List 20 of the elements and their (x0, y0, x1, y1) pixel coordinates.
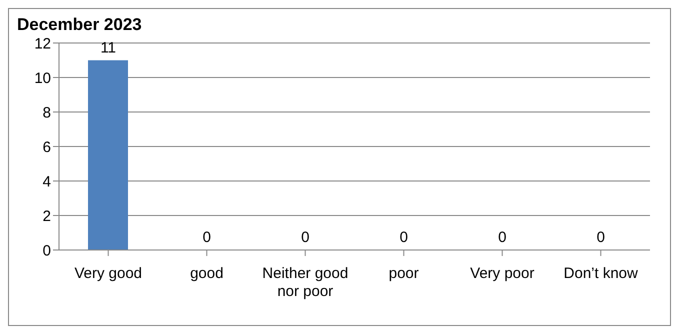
y-tick-label: 8 (42, 104, 51, 122)
y-tick-label: 0 (42, 242, 51, 260)
data-label: 0 (301, 229, 310, 246)
y-tick-label: 4 (42, 173, 51, 190)
x-tick-label: poor (388, 265, 419, 282)
chart-title: December 2023 (17, 15, 142, 35)
x-tick-label: good (190, 265, 224, 282)
y-tick-label: 12 (34, 35, 51, 52)
x-tick-label: Very poor (470, 265, 534, 282)
y-tick-label: 6 (42, 138, 51, 156)
x-tick-label: Very good (74, 265, 142, 282)
data-label: 0 (596, 229, 605, 246)
data-label: 0 (498, 229, 506, 246)
data-label: 0 (202, 229, 211, 246)
y-tick-label: 10 (34, 70, 51, 87)
x-tick-label: Neither good nor poor (262, 265, 348, 300)
y-tick-label: 2 (42, 208, 51, 225)
data-label: 0 (400, 229, 408, 246)
x-tick-label: Don’t know (564, 265, 638, 282)
data-label: 11 (100, 39, 116, 56)
